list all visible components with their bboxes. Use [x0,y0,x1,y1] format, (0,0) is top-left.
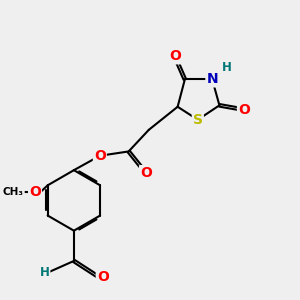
Text: O: O [97,270,109,284]
Text: H: H [40,266,50,279]
Text: O: O [169,49,181,63]
Text: S: S [193,113,203,127]
Text: CH₃: CH₃ [3,187,24,197]
Text: O: O [29,185,41,199]
Text: O: O [94,149,106,163]
Text: O: O [238,103,250,117]
Text: O: O [140,166,152,180]
Text: N: N [206,72,218,86]
Text: H: H [222,61,232,74]
